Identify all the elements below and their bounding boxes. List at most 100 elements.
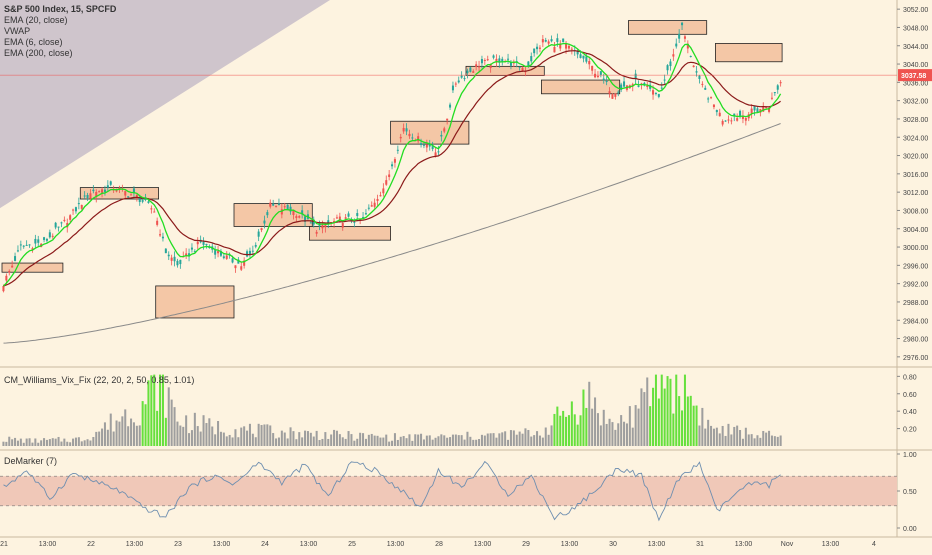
price-tick-label: 2976.00	[903, 355, 928, 362]
vix-fix-bar	[190, 430, 193, 446]
vix-fix-bar	[582, 389, 585, 446]
candle-body	[741, 115, 744, 119]
vix-fix-bar	[408, 434, 411, 446]
vix-fix-bar	[167, 387, 170, 446]
indicator-ema200[interactable]: EMA (200, close)	[4, 48, 73, 58]
vix-fix-bar	[283, 432, 286, 446]
vix-fix-bar	[77, 437, 80, 446]
vix-fix-bar	[176, 421, 179, 446]
vix-fix-bar	[156, 410, 159, 446]
vix-fix-title[interactable]: CM_Williams_Vix_Fix (22, 20, 2, 50, 0.85…	[4, 375, 195, 385]
vix-fix-bar	[109, 413, 112, 446]
vix-fix-bar	[460, 435, 463, 446]
candle-body	[103, 189, 106, 193]
candle-body	[443, 128, 446, 132]
vix-fix-bar	[121, 416, 124, 446]
candle-body	[521, 67, 524, 72]
candle-body	[533, 48, 536, 54]
candle-body	[727, 119, 730, 121]
vix-fix-bar	[144, 404, 147, 446]
candle-body	[153, 211, 156, 213]
vix-fix-bar	[553, 413, 556, 446]
vix-tick-label: 0.20	[903, 427, 917, 434]
indicator-ema6[interactable]: EMA (6, close)	[4, 37, 63, 47]
vix-fix-bar	[338, 434, 341, 446]
vix-fix-bar	[292, 431, 295, 446]
zone-box	[628, 20, 708, 35]
candle-body	[2, 285, 5, 292]
vix-fix-bar	[449, 437, 452, 446]
candle-body	[605, 81, 608, 83]
vix-fix-bar	[649, 406, 652, 446]
vix-fix-bar	[208, 418, 211, 446]
candle-body	[765, 107, 768, 109]
chart-title[interactable]: S&P 500 Index, 15, SPCFD	[4, 4, 117, 14]
vix-fix-bar	[333, 429, 336, 446]
candle-body	[231, 258, 234, 263]
demarker-tick-label: 1.00	[903, 452, 917, 459]
vix-fix-bar	[321, 438, 324, 446]
candle-body	[437, 151, 440, 153]
vix-fix-bar	[739, 430, 742, 446]
vix-fix-bar	[16, 440, 19, 446]
vix-fix-bar	[86, 439, 89, 446]
vix-fix-bar	[652, 387, 655, 446]
vix-fix-bar	[472, 439, 475, 446]
vix-fix-bar	[765, 432, 768, 446]
candle-body	[45, 238, 48, 241]
indicator-vwap[interactable]: VWAP	[4, 26, 31, 36]
price-tick-label: 3052.00	[903, 7, 928, 14]
candle-body	[95, 191, 98, 198]
vix-fix-bar	[683, 374, 686, 446]
vix-fix-bar	[559, 415, 562, 446]
candle-body	[449, 104, 452, 108]
time-tick-label: 28	[435, 541, 443, 548]
vix-fix-bar	[727, 423, 730, 446]
vix-fix-bar	[225, 436, 228, 446]
candle-body	[495, 58, 498, 63]
vix-fix-bar	[5, 441, 8, 446]
candle-body	[689, 55, 692, 57]
vix-fix-bar	[130, 418, 133, 446]
candle-body	[776, 85, 779, 90]
candle-body	[77, 203, 80, 205]
candle-body	[675, 43, 678, 47]
vix-fix-bar	[425, 435, 428, 446]
candle-body	[556, 38, 559, 42]
candle-body	[327, 220, 330, 224]
vix-fix-bar	[298, 432, 301, 446]
vix-tick-label: 0.40	[903, 409, 917, 416]
vix-fix-bar	[480, 434, 483, 446]
vix-fix-bars	[2, 374, 782, 446]
candle-body	[74, 207, 77, 212]
time-tick-label: 13:00	[387, 541, 405, 548]
vix-fix-bar	[330, 434, 333, 446]
vix-fix-bar	[495, 437, 498, 446]
candle-body	[672, 54, 675, 57]
vix-fix-bar	[28, 438, 31, 446]
vix-fix-bar	[770, 435, 773, 446]
vix-fix-bar	[736, 425, 739, 446]
vix-fix-bar	[654, 374, 657, 446]
candle-body	[492, 55, 495, 58]
vix-fix-bar	[570, 401, 573, 446]
candle-body	[678, 33, 681, 39]
candle-body	[127, 196, 130, 198]
demarker-title[interactable]: DeMarker (7)	[4, 456, 58, 466]
candle-body	[466, 70, 469, 74]
vix-fix-bar	[153, 374, 156, 446]
candle-body	[34, 238, 37, 244]
candle-body	[370, 205, 373, 207]
vix-fix-bar	[164, 417, 167, 446]
candle-body	[576, 50, 579, 55]
vix-fix-bar	[393, 433, 396, 446]
vix-fix-bar	[608, 418, 611, 446]
indicator-ema20[interactable]: EMA (20, close)	[4, 15, 68, 25]
vix-fix-bar	[57, 436, 60, 446]
vix-fix-bar	[434, 437, 437, 446]
vix-fix-bar	[304, 430, 307, 446]
vix-fix-bar	[34, 438, 37, 446]
candle-body	[582, 55, 585, 59]
candle-body	[48, 232, 51, 238]
